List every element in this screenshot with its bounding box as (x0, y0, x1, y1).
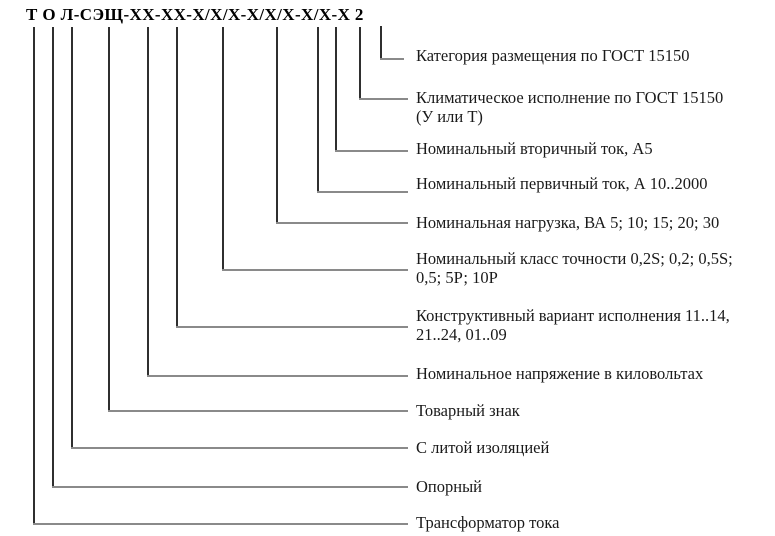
leader-horizontal-line (380, 58, 404, 60)
entry-label: Номинальный вторичный ток, А5 (416, 139, 653, 158)
entry-label: Климатическое исполнение по ГОСТ 15150 (… (416, 88, 724, 126)
entry-label: Конструктивный вариант исполнения 11..14… (416, 306, 730, 344)
leader-vertical-line (335, 27, 337, 150)
leader-vertical-line (52, 27, 54, 486)
leader-vertical-line (176, 27, 178, 326)
entry-label: Категория размещения по ГОСТ 15150 (416, 46, 690, 65)
leader-vertical-line (222, 27, 224, 269)
leader-horizontal-line (222, 269, 408, 271)
leader-vertical-line (71, 27, 73, 447)
leader-horizontal-line (52, 486, 408, 488)
entry-label: Товарный знак (416, 401, 520, 420)
leader-vertical-line (359, 27, 361, 98)
entry-label: Номинальный первичный ток, А 10..2000 (416, 174, 708, 193)
designation-code: Т О Л-СЭЩ-ХХ-ХХ-Х/Х/Х-Х/Х/Х-Х/Х-Х 2 (26, 5, 364, 24)
leader-vertical-line (108, 27, 110, 410)
leader-vertical-line (380, 26, 382, 58)
leader-horizontal-line (359, 98, 408, 100)
entry-label: Номинальный класс точности 0,2S; 0,2; 0,… (416, 249, 733, 287)
leader-horizontal-line (276, 222, 408, 224)
leader-horizontal-line (147, 375, 408, 377)
leader-vertical-line (147, 27, 149, 375)
entry-label: Опорный (416, 477, 482, 496)
leader-vertical-line (317, 27, 319, 191)
entry-label: Номинальное напряжение в киловольтах (416, 364, 704, 383)
leader-horizontal-line (71, 447, 408, 449)
leader-horizontal-line (108, 410, 408, 412)
leader-horizontal-line (317, 191, 408, 193)
leader-vertical-line (276, 27, 278, 222)
leader-horizontal-line (176, 326, 408, 328)
entry-label: С литой изоляцией (416, 438, 550, 457)
leader-horizontal-line (33, 523, 408, 525)
leader-horizontal-line (335, 150, 408, 152)
leader-vertical-line (33, 27, 35, 523)
entry-label: Трансформатор тока (416, 513, 560, 532)
entry-label: Номинальная нагрузка, ВА 5; 10; 15; 20; … (416, 213, 720, 232)
